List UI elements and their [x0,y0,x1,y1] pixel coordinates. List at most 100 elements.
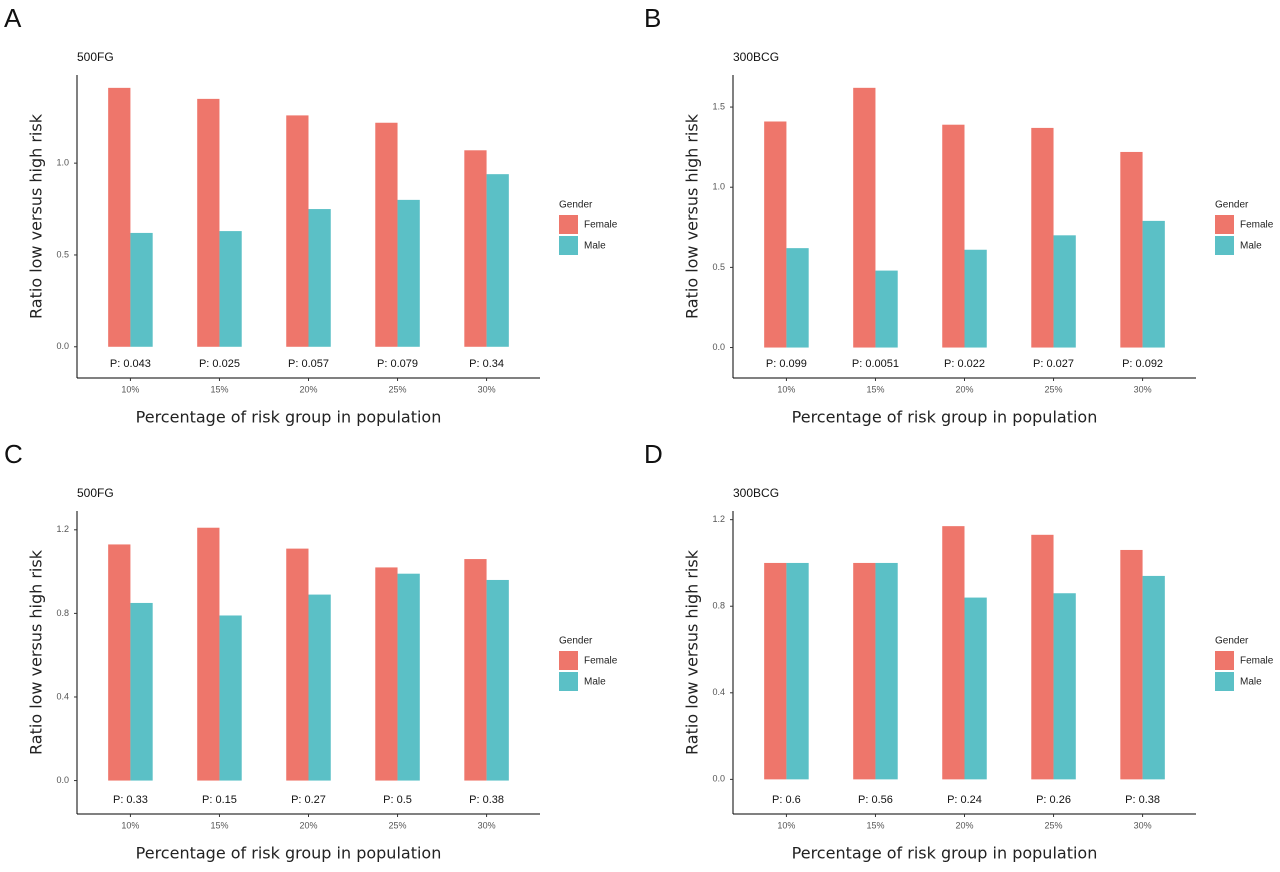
p-value: P: 0.092 [1122,358,1163,370]
bar [942,526,965,780]
x-tick-label: 20% [299,820,317,830]
p-value: P: 0.5 [383,794,412,806]
p-value: P: 0.56 [858,794,893,806]
y-axis-label: Ratio low versus high risk [27,549,46,755]
bar [1031,127,1054,348]
x-tick-label: 30% [478,820,496,830]
legend-title: Gender [559,200,593,211]
bar [197,527,220,781]
y-tick-label: 0.8 [712,601,725,611]
chart-title: 300BCG [733,486,779,500]
bar [397,199,420,347]
chart-title: 300BCG [733,50,779,64]
bar [1142,575,1165,780]
p-value: P: 0.38 [1125,794,1160,806]
x-axis-label: Percentage of risk group in population [136,408,442,427]
y-tick-label: 0.0 [712,342,725,352]
bar [375,122,398,347]
y-axis-label: Ratio low versus high risk [683,113,702,319]
bar [286,548,309,781]
bar [108,544,131,781]
x-tick-label: 20% [955,820,973,830]
x-tick-label: 25% [1045,384,1063,394]
bar [286,115,309,347]
bar [853,87,876,348]
bar [875,562,898,780]
legend-label: Male [584,241,606,252]
legend-label: Male [584,677,606,688]
bar [1120,151,1143,348]
legend-swatch [1215,215,1234,234]
chart-title: 500FG [77,486,114,500]
p-value: P: 0.079 [377,358,418,370]
x-tick-label: 15% [210,820,228,830]
y-tick-label: 0.4 [56,691,69,701]
bar [486,174,509,347]
y-tick-label: 0.0 [712,774,725,784]
bar [130,602,153,781]
panel-letter: B [644,3,661,33]
panel-letter: A [4,3,22,33]
y-tick-label: 1.0 [56,158,69,168]
p-value: P: 0.043 [110,358,151,370]
p-value: P: 0.15 [202,794,237,806]
panel-letter: D [644,439,663,469]
bar [486,579,509,781]
legend-swatch [559,672,578,691]
p-value: P: 0.34 [469,358,504,370]
bar [1031,534,1054,780]
p-value: P: 0.38 [469,794,504,806]
legend-label: Male [1240,241,1262,252]
bar [308,594,331,781]
p-value: P: 0.33 [113,794,148,806]
x-tick-label: 30% [478,384,496,394]
bar [942,124,965,348]
legend-label: Female [1240,220,1274,231]
bar [464,150,487,347]
bar [764,121,787,348]
y-tick-label: 0.0 [56,341,69,351]
x-tick-label: 15% [866,820,884,830]
x-tick-label: 25% [389,820,407,830]
p-value: P: 0.057 [288,358,329,370]
p-value: P: 0.027 [1033,358,1074,370]
legend-swatch [559,215,578,234]
x-tick-label: 20% [299,384,317,394]
bar [964,597,987,780]
bar [964,249,987,348]
p-value: P: 0.025 [199,358,240,370]
bar [219,231,242,347]
y-tick-label: 1.2 [712,514,725,524]
bar [397,573,420,781]
p-value: P: 0.27 [291,794,326,806]
legend-swatch [559,651,578,670]
y-axis-label: Ratio low versus high risk [27,113,46,319]
x-tick-label: 30% [1134,384,1152,394]
x-axis-label: Percentage of risk group in population [792,408,1098,427]
legend-swatch [1215,236,1234,255]
p-value: P: 0.022 [944,358,985,370]
x-tick-label: 30% [1134,820,1152,830]
x-tick-label: 10% [777,820,795,830]
x-tick-label: 15% [866,384,884,394]
legend-swatch [1215,651,1234,670]
y-tick-label: 1.5 [712,101,725,111]
legend-label: Female [1240,656,1274,667]
p-value: P: 0.24 [947,794,982,806]
y-tick-label: 0.5 [56,249,69,259]
bar [308,209,331,347]
p-value: P: 0.0051 [852,358,899,370]
y-tick-label: 1.0 [712,182,725,192]
panel-letter: C [4,439,23,469]
legend-swatch [559,236,578,255]
y-tick-label: 0.0 [56,775,69,785]
legend-label: Female [584,656,618,667]
x-tick-label: 10% [121,384,139,394]
bar [1142,220,1165,348]
x-tick-label: 20% [955,384,973,394]
bar [786,248,809,348]
bar [1120,549,1143,780]
x-tick-label: 25% [389,384,407,394]
p-value: P: 0.6 [772,794,801,806]
